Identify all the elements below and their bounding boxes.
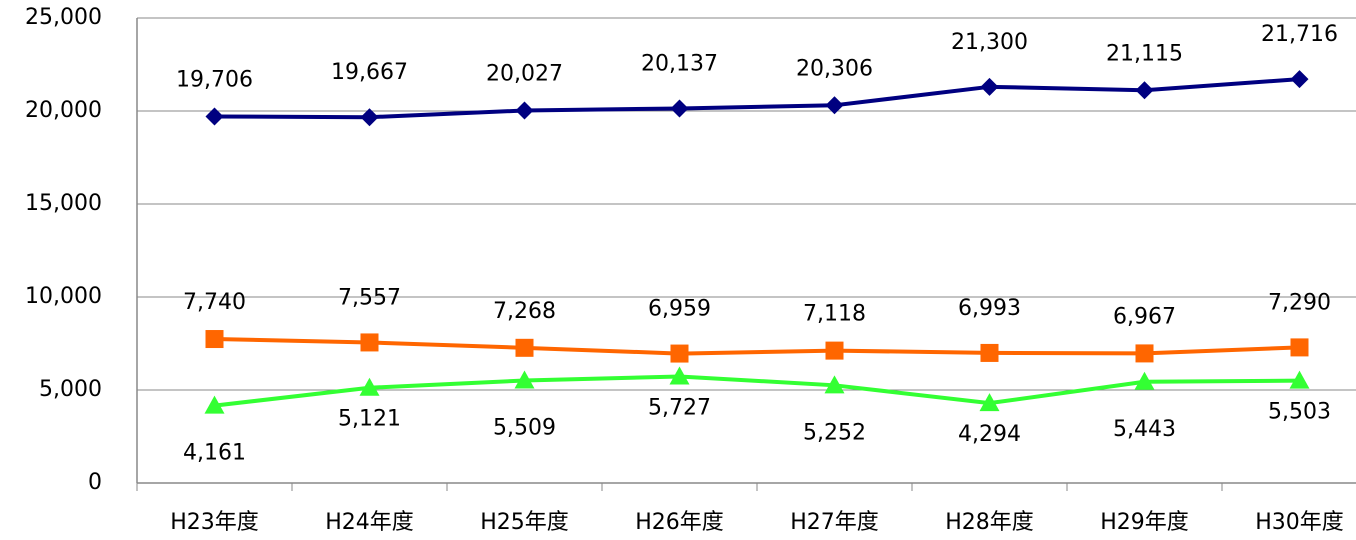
marker [360,333,379,352]
marker [1135,344,1154,363]
x-tick-label: H23年度 [170,510,259,535]
series-line [214,77,1300,120]
data-label: 7,290 [1268,290,1331,315]
marker [205,107,224,126]
data-label: 7,740 [183,290,246,315]
data-label: 6,967 [1113,304,1176,329]
marker [204,395,225,414]
marker [980,343,999,362]
marker [670,99,689,118]
data-label: 7,557 [338,285,401,310]
marker [979,393,1000,412]
marker [669,366,690,385]
x-tick-label: H24年度 [325,510,414,535]
marker [825,96,844,115]
data-label: 4,294 [958,422,1021,447]
marker [515,338,534,357]
data-label: 6,959 [648,297,711,322]
marker [1134,371,1155,390]
x-tick-label: H26年度 [635,510,724,535]
data-label: 19,706 [176,67,253,92]
data-label: 7,118 [803,302,866,327]
data-label: 20,137 [641,51,718,76]
y-tick-label: 0 [88,470,102,495]
y-tick-label: 5,000 [39,377,102,402]
data-label: 5,727 [648,395,711,420]
data-label: 5,509 [493,416,556,441]
marker [670,344,689,363]
marker [825,341,844,360]
data-label: 6,993 [958,296,1021,321]
data-label: 5,252 [803,420,866,445]
data-label: 21,300 [951,30,1028,55]
marker [360,108,379,127]
data-label: 5,121 [338,407,401,432]
data-label: 5,443 [1113,417,1176,442]
marker [980,77,999,96]
marker [514,370,535,389]
marker [824,375,845,394]
x-tick-label: H28年度 [945,510,1034,535]
data-label: 20,027 [486,61,563,86]
marker [359,377,380,396]
y-tick-label: 15,000 [25,191,102,216]
x-tick-label: H30年度 [1255,510,1344,535]
y-tick-label: 25,000 [25,5,102,30]
marker [1289,370,1310,389]
data-label: 21,115 [1106,41,1183,66]
data-label: 19,667 [331,60,408,85]
marker [1135,81,1154,100]
data-label: 5,503 [1268,400,1331,425]
data-label: 21,716 [1261,22,1338,47]
data-label: 20,306 [796,56,873,81]
marker [515,101,534,120]
x-tick-label: H29年度 [1100,510,1189,535]
x-tick-label: H25年度 [480,510,569,535]
series-line [214,337,1300,356]
series-line [214,374,1300,408]
marker [1290,70,1309,89]
x-tick-label: H27年度 [790,510,879,535]
data-label: 4,161 [183,441,246,466]
y-tick-label: 10,000 [25,284,102,309]
data-label: 7,268 [493,299,556,324]
marker [1290,338,1309,357]
y-tick-label: 20,000 [25,98,102,123]
marker [205,330,224,349]
